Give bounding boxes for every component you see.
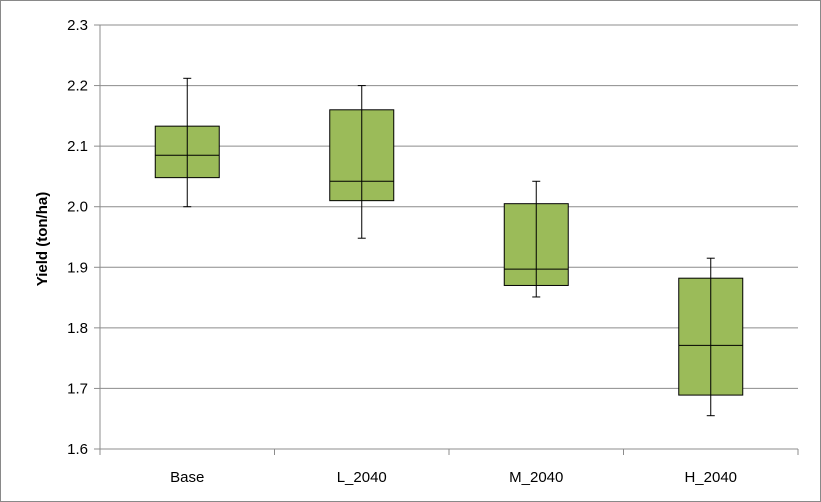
x-tick-label: H_2040 <box>684 469 737 486</box>
y-tick-label: 2.0 <box>67 199 88 216</box>
x-tick-label: L_2040 <box>337 469 387 486</box>
y-tick-label: 2.3 <box>67 17 88 34</box>
y-tick-label: 1.6 <box>67 441 88 458</box>
x-tick-label: M_2040 <box>509 469 563 486</box>
boxes <box>154 77 744 417</box>
box-H_2040 <box>678 257 744 417</box>
y-tick-label: 1.8 <box>67 320 88 337</box>
y-tick-label: 2.2 <box>67 78 88 95</box>
y-tick-labels: 1.6 1.7 1.8 1.9 2.0 2.1 2.2 2.3 <box>67 17 88 458</box>
box-L_2040 <box>329 85 395 239</box>
axes <box>94 24 799 455</box>
x-tick-labels: Base L_2040 M_2040 H_2040 <box>170 469 737 486</box>
box-M_2040 <box>503 180 569 298</box>
box-Base <box>154 77 220 208</box>
x-tick-label: Base <box>170 469 204 486</box>
y-tick-label: 1.7 <box>67 380 88 397</box>
y-axis-title: Yield (ton/ha) <box>34 192 51 286</box>
y-tick-label: 2.1 <box>67 138 88 155</box>
y-tick-label: 1.9 <box>67 259 88 276</box>
